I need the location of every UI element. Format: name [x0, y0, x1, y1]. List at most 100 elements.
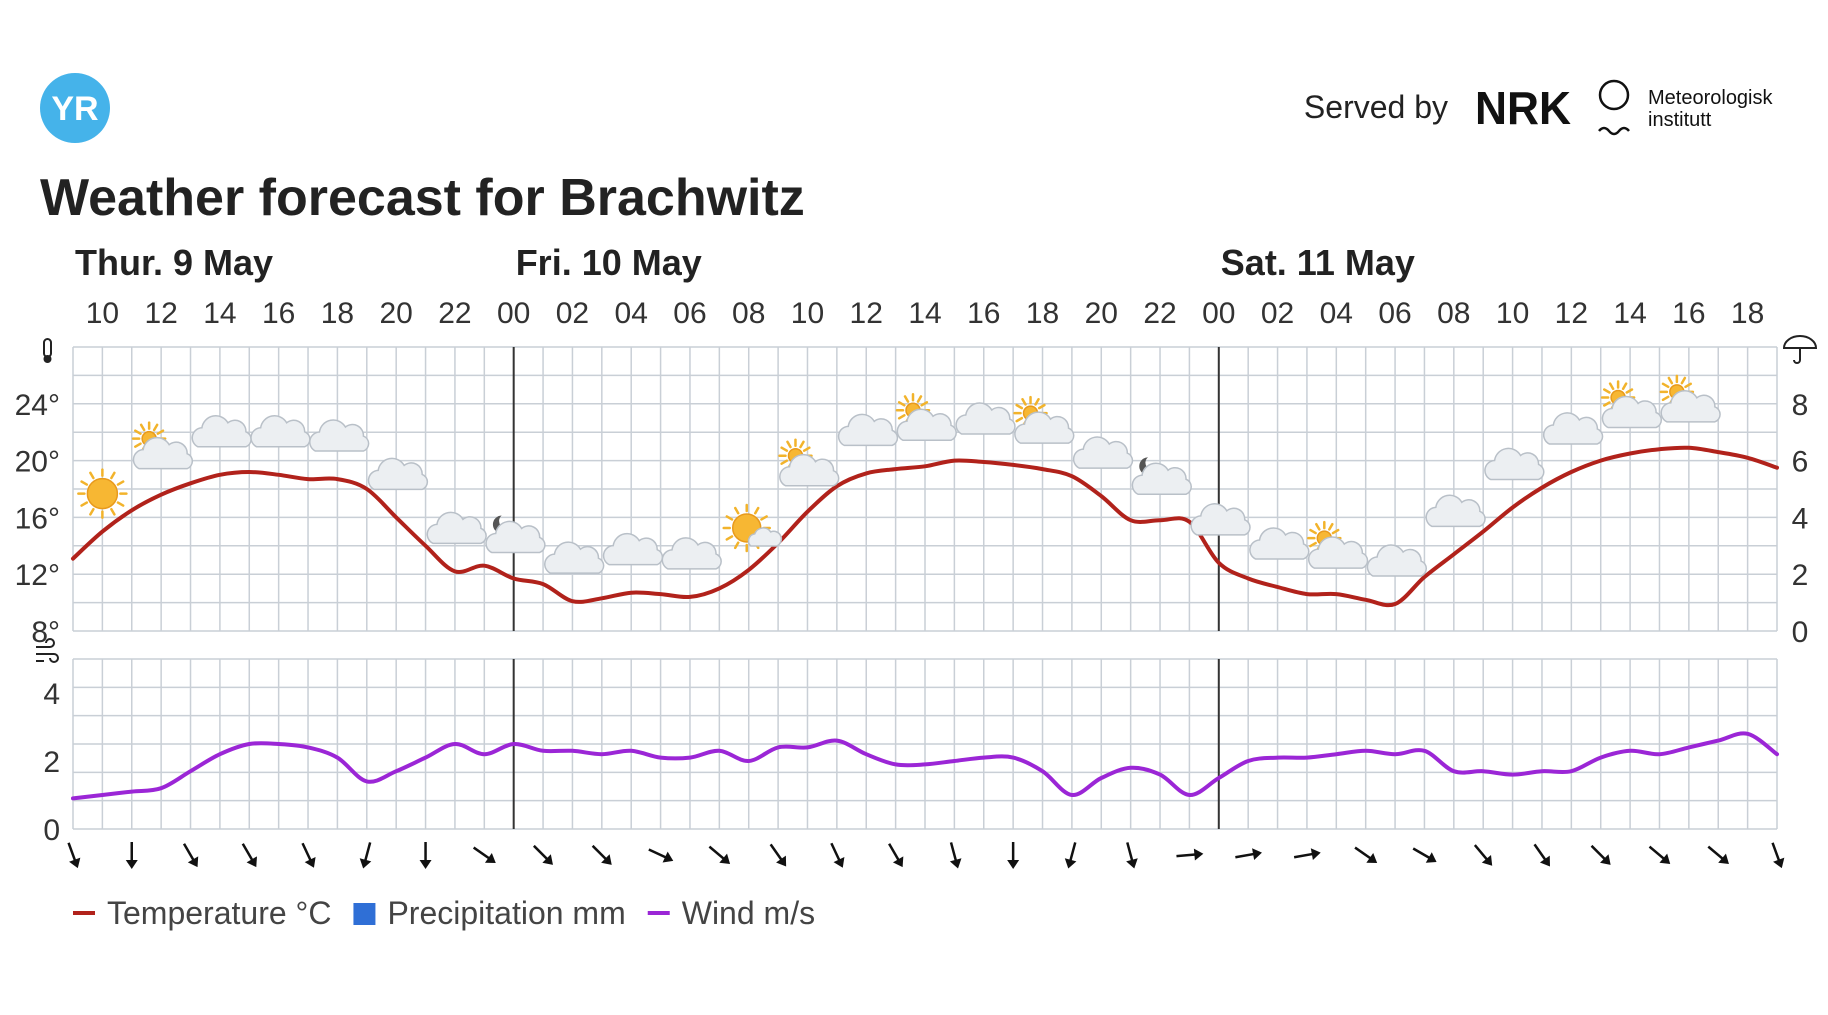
temperature-line: [71, 445, 1779, 608]
hour-tick-label: 16: [967, 297, 1000, 330]
partly-cloudy-day-icon: [1013, 395, 1075, 444]
cloud-icon: [191, 415, 252, 448]
cloud-icon: [1072, 436, 1134, 469]
wind-arrow: [1771, 842, 1785, 869]
hour-tick-label: 00: [1202, 297, 1235, 330]
cloud-icon: [1249, 527, 1310, 560]
precipitation-tick-label: 6: [1792, 446, 1809, 479]
yr-logo-text: YR: [51, 90, 98, 128]
umbrella-icon: [1782, 335, 1818, 364]
cloud-shape: [250, 415, 311, 448]
fair-day-icon: [722, 503, 783, 553]
temperature-panel: 8° 12° 16° 20° 24° 0 2 4 6 8: [15, 335, 1818, 649]
hour-tick-label: 08: [1437, 297, 1470, 330]
nrk-logo-text: NRK: [1475, 82, 1571, 134]
cloud-shape: [426, 511, 487, 545]
cloud-shape: [1014, 411, 1075, 444]
cloud-shape: [1072, 436, 1134, 469]
cloud-icon: [1484, 447, 1545, 481]
cloud-shape: [661, 537, 722, 570]
wind-arrow: [1473, 844, 1493, 866]
legend-label: Wind m/s: [682, 895, 815, 931]
wind-arrow: [1293, 848, 1321, 861]
cloud-shape: [955, 402, 1016, 435]
thermometer-icon: [43, 338, 52, 363]
weather-symbols: [77, 374, 1721, 577]
cloud-icon: [250, 415, 311, 448]
cloud-shape: [367, 457, 429, 491]
wind-arrow: [1648, 845, 1671, 864]
cloud-icon: [661, 537, 722, 570]
wind-arrow: [1235, 848, 1262, 861]
partly-cloudy-day-icon: [895, 393, 957, 442]
legend-item: Precipitation mm: [353, 895, 626, 931]
wind-arrow: [708, 845, 731, 864]
day-dividers: [512, 347, 1220, 631]
temperature-tick-label: 8°: [31, 616, 60, 649]
day-label: Fri. 10 May: [516, 242, 702, 283]
cloud-shape: [1425, 494, 1486, 528]
wind-arrow: [532, 844, 553, 865]
wind-arrow: [1007, 842, 1020, 869]
yr-logo[interactable]: YR: [40, 73, 110, 143]
precipitation-tick-label: 8: [1792, 389, 1809, 422]
cloud-shape: [1484, 447, 1545, 481]
day-label: Thur. 9 May: [75, 242, 273, 283]
wind-arrow: [301, 842, 316, 868]
sun-shape: [77, 468, 128, 519]
hour-tick-label: 22: [438, 297, 471, 330]
hour-tick-label: 10: [1496, 297, 1529, 330]
wind-arrow: [241, 843, 257, 868]
cloud-shape: [1601, 395, 1662, 429]
hour-tick-label: 14: [1613, 297, 1646, 330]
wind-axis-ticks: 0 2 4: [43, 678, 60, 847]
legend-item: Temperature °C: [73, 895, 331, 931]
cloud-shape: [132, 436, 194, 470]
hour-tick-label: 06: [1378, 297, 1411, 330]
cloud-shape: [309, 419, 370, 452]
wind-arrow: [949, 842, 962, 869]
cloud-shape: [191, 415, 252, 448]
cloud-shape: [602, 532, 664, 566]
hour-tick-label: 00: [497, 297, 530, 330]
cloud-shape: [1131, 462, 1192, 495]
temperature-tick-label: 12°: [15, 559, 60, 592]
hour-tick-label: 18: [1026, 297, 1059, 330]
wind-arrow: [472, 846, 496, 864]
met-institute-logo[interactable]: Meteorologisk institutt: [1598, 79, 1774, 136]
hour-tick-label: 04: [615, 297, 648, 330]
hour-tick-label: 02: [1261, 297, 1294, 330]
temperature-tick-label: 16°: [15, 502, 60, 535]
hour-tick-label: 12: [1555, 297, 1588, 330]
temperature-tick-label: 24°: [15, 389, 60, 422]
hour-tick-label: 14: [908, 297, 941, 330]
hour-tick-label: 10: [791, 297, 824, 330]
cloud-icon: [1366, 544, 1427, 577]
precipitation-tick-label: 0: [1792, 616, 1809, 649]
wind-arrow: [1176, 848, 1204, 861]
legend-swatch: [353, 903, 376, 925]
cloud-icon: [602, 532, 664, 566]
cloud-shape: [1249, 527, 1310, 560]
wind-tick-label: 4: [43, 678, 60, 711]
sun-icon: [77, 468, 128, 519]
cloud-icon: [544, 541, 605, 574]
wind-line: [71, 731, 1779, 801]
precipitation-tick-label: 2: [1792, 559, 1809, 592]
wind-icon: [36, 638, 59, 663]
wind-arrow: [1064, 842, 1077, 869]
hour-tick-labels: 10 12 14 16 18 20 22 00 02 04 06 08 10 12 14 16 18 20 22 00…: [86, 297, 1765, 330]
wind-arrow: [648, 848, 674, 863]
wind-arrow: [419, 842, 432, 869]
hour-tick-label: 20: [1085, 297, 1118, 330]
nrk-logo[interactable]: NRK: [1475, 82, 1571, 134]
wind-arrow: [1412, 847, 1437, 863]
cloud-icon: [1425, 494, 1486, 528]
temperature-tick-label: 20°: [15, 446, 60, 479]
cloud-icon: [1542, 412, 1604, 445]
cloud-shape: [1307, 536, 1369, 569]
hour-tick-label: 10: [86, 297, 119, 330]
legend-label: Temperature °C: [107, 895, 331, 931]
hour-tick-label: 16: [1672, 297, 1705, 330]
